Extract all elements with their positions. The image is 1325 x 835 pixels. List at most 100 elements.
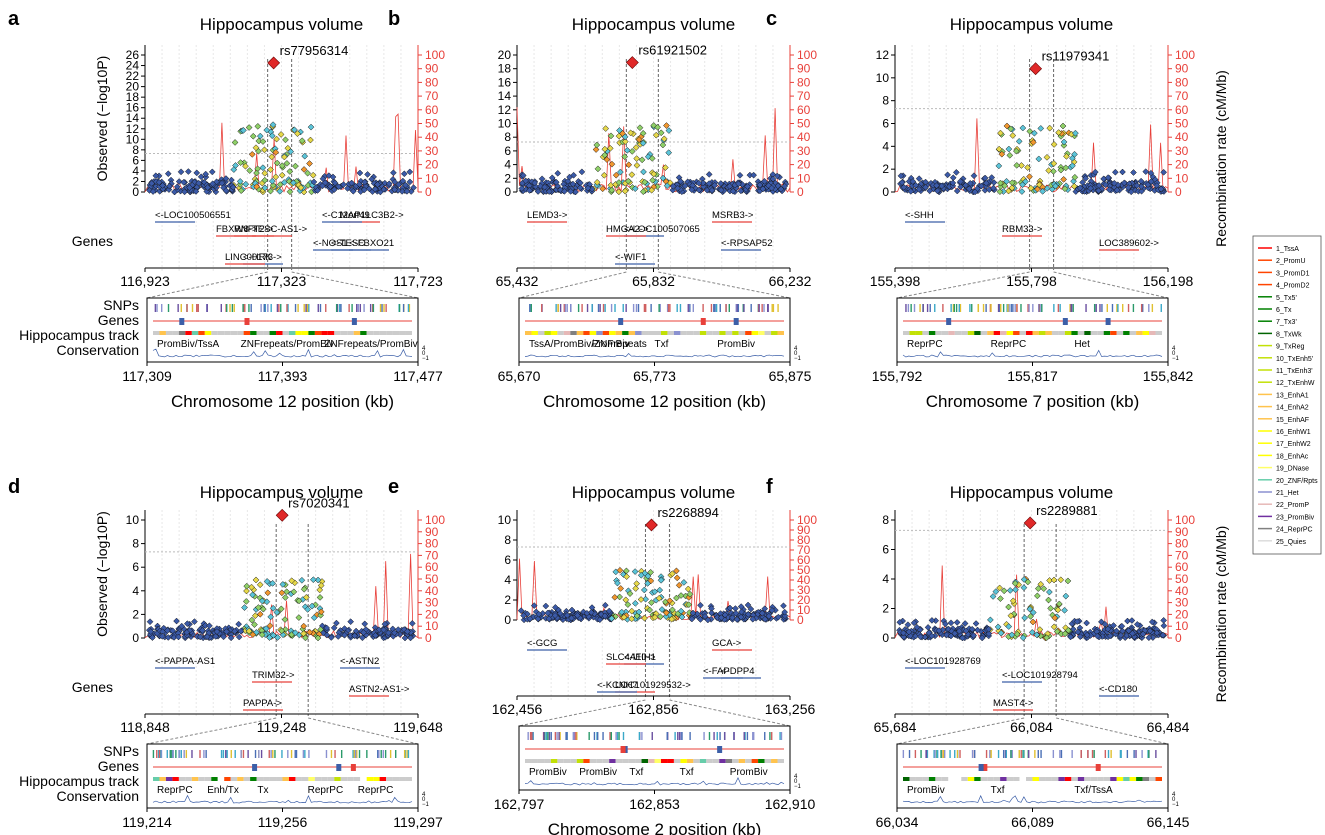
panel-letter: d — [8, 476, 20, 498]
y2-tick-label: 100 — [1175, 513, 1195, 527]
snp-point — [990, 184, 997, 192]
snp-point — [657, 129, 665, 137]
snp-point — [282, 136, 289, 144]
zoom-chromatin-segment — [660, 759, 668, 763]
chromatin-legend: 1_TssA 2_PromU 3_PromD1 4_PromD2 5_Tx5' 6_Tx 7… — [1252, 235, 1322, 555]
snp-point — [647, 568, 654, 576]
gene-label: LEMD3-> — [527, 210, 568, 221]
lead-snp-point — [625, 56, 639, 69]
zoom-chromatin-segment — [1097, 331, 1104, 335]
snp-point — [222, 175, 230, 182]
zoom-chromatin-segment — [1129, 777, 1137, 781]
chromatin-label: Txf/TssA — [1074, 785, 1113, 796]
snp-point — [1009, 597, 1017, 605]
y2-tick-label: 50 — [797, 117, 811, 131]
zoom-exon — [1095, 764, 1101, 771]
snp-point — [640, 168, 647, 176]
snp-point — [637, 571, 645, 579]
snp-point — [236, 178, 244, 185]
zoom-chromatin-segment — [954, 331, 962, 335]
zoom-chromatin-segment — [699, 331, 707, 335]
snp-point — [633, 162, 641, 169]
zoom-chromatin-segment — [392, 777, 400, 781]
y2-tick-label: 40 — [797, 573, 811, 587]
snp-point — [261, 146, 268, 154]
y-tick-label: 0 — [882, 185, 889, 199]
snp-point — [685, 601, 693, 609]
snp-point — [310, 614, 318, 622]
y2-tick-label: 90 — [1175, 525, 1189, 539]
y-tick-label: 10 — [876, 71, 890, 85]
zoom-chromatin-segment — [217, 331, 225, 335]
zoom-chromatin-segment — [230, 331, 238, 335]
lead-snp-label: rs2268894 — [657, 505, 718, 520]
snp-point — [1127, 188, 1135, 196]
legend-label: 22_PromP — [1276, 502, 1309, 509]
snp-point — [1159, 631, 1167, 639]
snp-point — [1012, 586, 1019, 594]
zoom-chromatin-segment — [295, 777, 302, 781]
snp-point — [962, 181, 969, 189]
snp-point — [1008, 184, 1016, 192]
snp-point — [1027, 184, 1035, 192]
y-tick-label: 16 — [498, 75, 512, 89]
snp-point — [522, 177, 529, 185]
snp-point — [1039, 187, 1047, 195]
chromatin-label: PromBiv — [730, 767, 768, 778]
zoom-chromatin-segment — [204, 331, 212, 335]
y-tick-label: 18 — [126, 90, 140, 104]
snp-point — [520, 612, 527, 619]
snp-point — [403, 187, 411, 195]
zoom-connector — [669, 699, 791, 727]
snp-point — [1060, 176, 1067, 183]
snp-point — [391, 178, 399, 186]
zoom-chromatin-segment — [392, 331, 400, 335]
gene-label: <-LOC100506551 — [155, 210, 231, 221]
track-label: Hippocampus track — [19, 773, 140, 789]
lead-snp-label: rs61921502 — [638, 43, 707, 58]
zoom-chromatin-segment — [327, 777, 335, 781]
snp-point — [1015, 138, 1023, 145]
snp-point — [171, 188, 178, 196]
gene-label: LINC00173-> — [225, 252, 282, 263]
snp-point — [193, 169, 201, 177]
snp-point — [744, 601, 752, 609]
zoom-chromatin-segment — [256, 777, 264, 781]
snp-point — [1000, 587, 1008, 595]
y-tick-label: 0 — [504, 613, 511, 627]
snp-point — [765, 612, 773, 620]
legend-label: 7_Tx3' — [1276, 319, 1297, 326]
snp-point — [599, 185, 607, 193]
zoom-chromatin-segment — [622, 331, 629, 335]
snp-point — [304, 606, 312, 613]
zoom-chromatin-segment — [764, 759, 772, 763]
zoom-chromatin-segment — [1064, 777, 1072, 781]
y-tick-label: 4 — [882, 139, 889, 153]
snp-point — [290, 179, 297, 187]
snp-point — [245, 627, 253, 635]
snp-point — [1062, 164, 1070, 172]
zoom-chromatin-segment — [961, 777, 968, 781]
snp-point — [360, 186, 368, 194]
zoom-chromatin-segment — [557, 331, 564, 335]
legend-label: 2_PromU — [1276, 258, 1306, 265]
zoom-chromatin-segment — [648, 331, 655, 335]
snp-point — [291, 126, 298, 134]
snp-point — [700, 183, 707, 191]
snp-point — [1083, 631, 1091, 639]
chromatin-label: Txf — [680, 767, 694, 778]
snp-point — [904, 621, 912, 629]
y2-tick-label: 30 — [425, 596, 439, 610]
snp-point — [678, 613, 686, 621]
zoom-chromatin-segment — [1038, 331, 1046, 335]
snp-point — [267, 187, 274, 195]
gene-label: <-LOC101928769 — [905, 656, 981, 667]
snp-point — [737, 187, 745, 195]
snp-point — [269, 579, 276, 587]
snp-point — [965, 185, 973, 193]
y2-tick-label: 30 — [797, 583, 811, 597]
zoom-chromatin-segment — [263, 777, 270, 781]
panel-letter: c — [766, 8, 777, 30]
snp-point — [410, 184, 417, 192]
zoom-chromatin-segment — [525, 331, 532, 335]
